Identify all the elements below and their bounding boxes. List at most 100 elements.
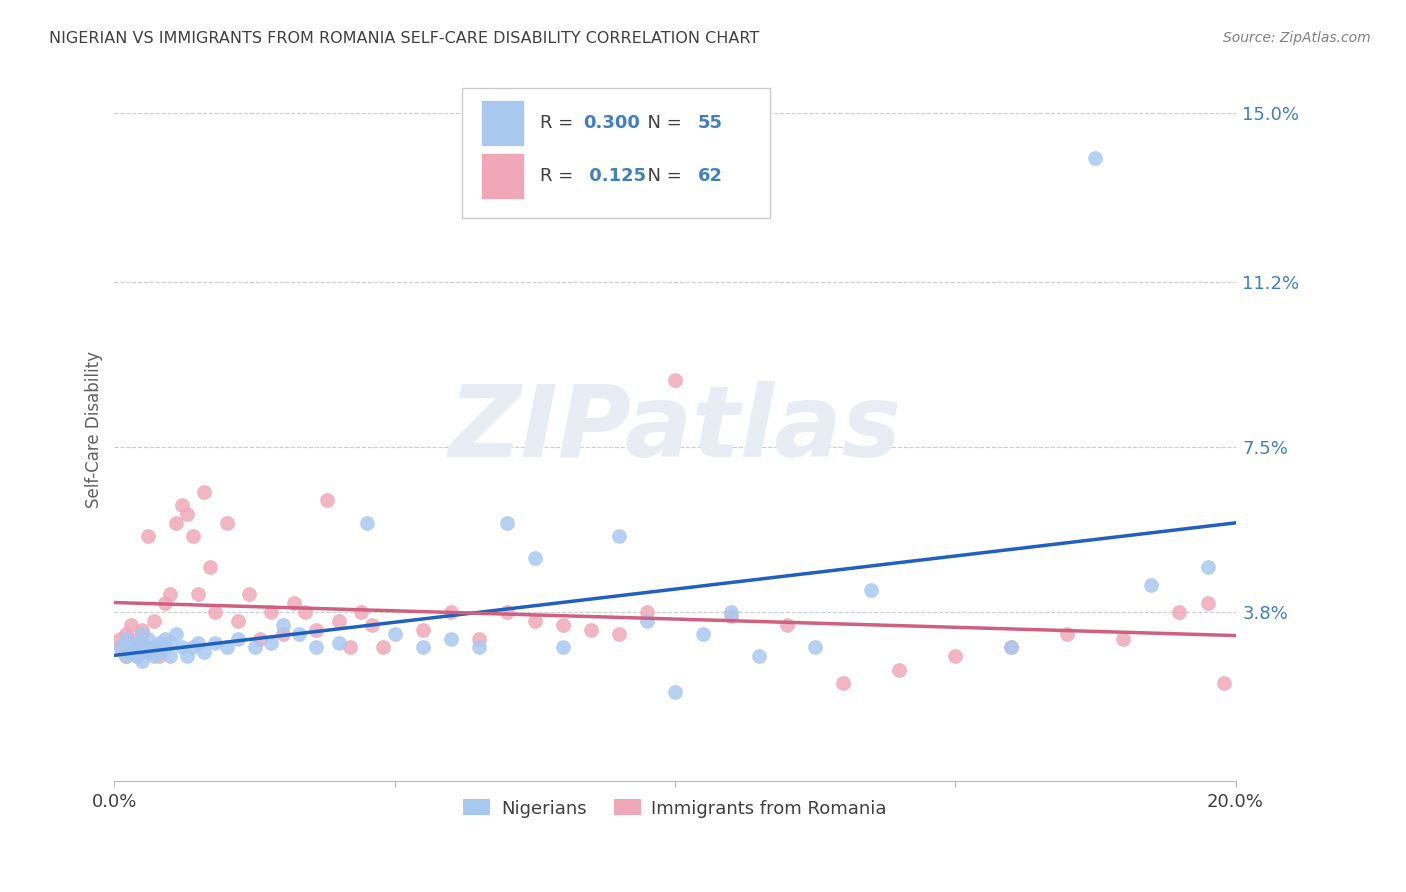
Point (131, 627, 153, 641)
Point (804, 640, 827, 655)
Point (607, 627, 630, 641)
Point (579, 623, 602, 637)
Point (226, 614, 249, 628)
Point (636, 605, 658, 619)
Point (860, 582, 883, 597)
Point (136, 645, 159, 659)
Text: 0.125: 0.125 (583, 167, 647, 185)
Point (1213, 676, 1236, 690)
Point (136, 645, 159, 659)
Text: R =: R = (540, 167, 579, 185)
Y-axis label: Self-Care Disability: Self-Care Disability (86, 351, 103, 508)
Point (176, 507, 198, 521)
Point (692, 627, 714, 641)
Point (108, 640, 131, 655)
Point (148, 649, 170, 664)
Point (148, 636, 170, 650)
Point (468, 640, 491, 655)
Point (243, 640, 266, 655)
Point (187, 587, 209, 601)
Text: NIGERIAN VS IMMIGRANTS FROM ROMANIA SELF-CARE DISABILITY CORRELATION CHART: NIGERIAN VS IMMIGRANTS FROM ROMANIA SELF… (49, 31, 759, 46)
Point (551, 618, 574, 632)
Point (636, 614, 658, 628)
Point (720, 605, 742, 619)
Point (159, 649, 181, 664)
FancyBboxPatch shape (463, 88, 770, 219)
Point (153, 640, 176, 655)
Point (136, 632, 159, 646)
Point (551, 640, 574, 655)
Point (114, 649, 136, 664)
Point (131, 654, 153, 668)
Point (664, 373, 686, 387)
Point (288, 627, 311, 641)
Point (204, 605, 226, 619)
Text: 55: 55 (697, 114, 723, 132)
Point (523, 614, 546, 628)
Point (271, 618, 294, 632)
Point (412, 623, 434, 637)
Point (1140, 578, 1163, 592)
Point (468, 632, 491, 646)
Point (114, 649, 136, 664)
Point (305, 640, 328, 655)
Point (215, 516, 238, 530)
Point (832, 676, 855, 690)
Text: 0.300: 0.300 (583, 114, 640, 132)
Point (412, 640, 434, 655)
Point (720, 609, 742, 624)
Point (523, 551, 546, 566)
Point (943, 649, 966, 664)
Point (176, 649, 198, 664)
Point (198, 560, 221, 574)
Point (1197, 596, 1219, 610)
Point (120, 618, 142, 632)
Point (1056, 627, 1078, 641)
Point (131, 627, 153, 641)
Text: ZIPatlas: ZIPatlas (449, 381, 901, 478)
Point (181, 529, 204, 543)
Point (120, 645, 142, 659)
Point (440, 605, 463, 619)
Point (131, 623, 153, 637)
Point (1197, 560, 1219, 574)
Text: Source: ZipAtlas.com: Source: ZipAtlas.com (1223, 31, 1371, 45)
Point (165, 627, 187, 641)
Legend: Nigerians, Immigrants from Romania: Nigerians, Immigrants from Romania (456, 792, 894, 825)
Point (136, 529, 159, 543)
Point (271, 627, 294, 641)
Point (159, 636, 181, 650)
Point (120, 645, 142, 659)
Text: R =: R = (540, 114, 579, 132)
Point (350, 605, 373, 619)
Point (384, 627, 406, 641)
Point (249, 632, 271, 646)
Point (1000, 640, 1022, 655)
Point (215, 640, 238, 655)
Point (305, 623, 328, 637)
Point (193, 645, 215, 659)
Point (142, 640, 165, 655)
Point (238, 587, 260, 601)
Point (125, 632, 148, 646)
Point (1000, 640, 1022, 655)
Point (170, 640, 193, 655)
Point (260, 605, 283, 619)
Point (889, 663, 911, 677)
Point (165, 516, 187, 530)
Point (1168, 605, 1191, 619)
Point (440, 632, 463, 646)
Point (495, 605, 517, 619)
Text: 62: 62 (697, 167, 723, 185)
Point (283, 596, 305, 610)
Point (153, 632, 176, 646)
Text: N =: N = (636, 114, 688, 132)
Point (316, 493, 339, 508)
Point (125, 649, 148, 664)
Point (142, 649, 165, 664)
Point (1112, 632, 1135, 646)
Point (328, 636, 350, 650)
Point (361, 618, 384, 632)
Point (125, 649, 148, 664)
Point (142, 614, 165, 628)
